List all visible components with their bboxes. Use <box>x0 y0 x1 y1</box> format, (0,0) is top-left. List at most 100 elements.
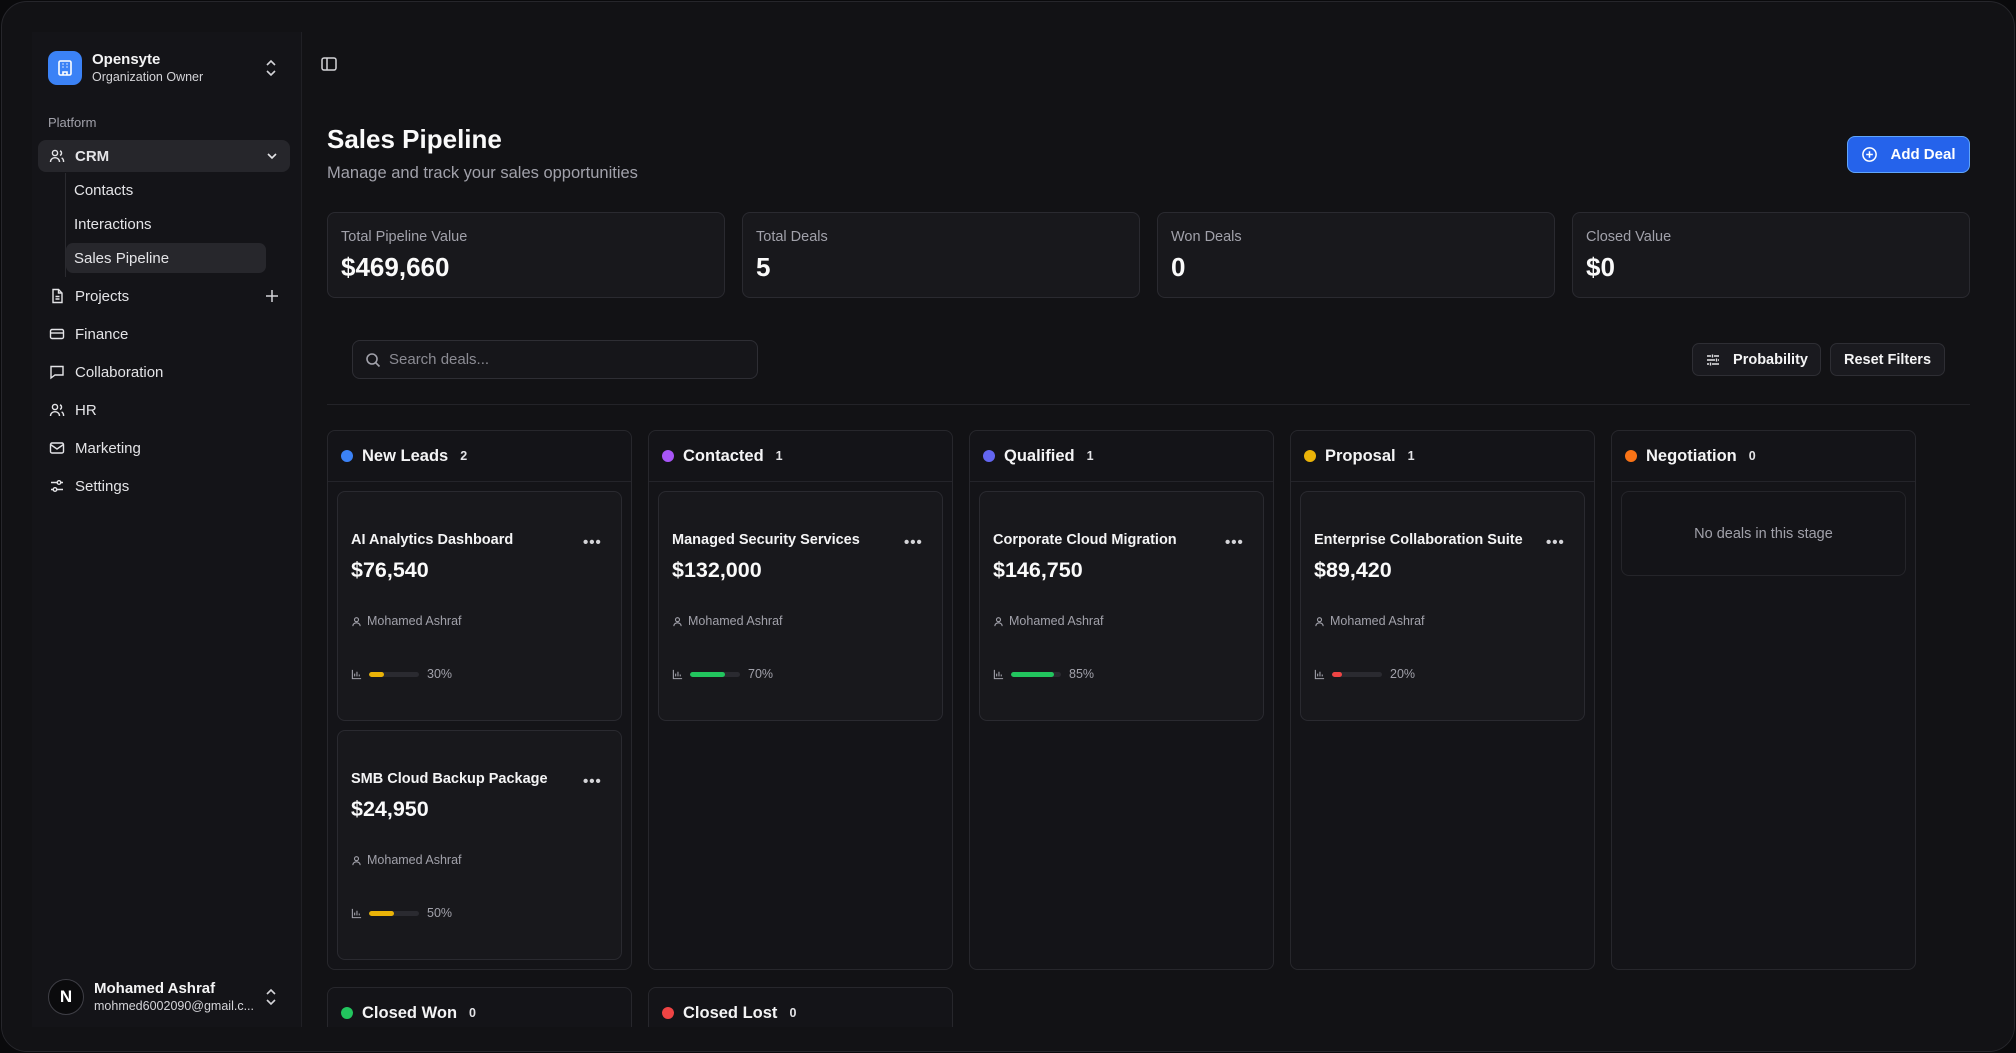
stat-value: 5 <box>756 252 771 282</box>
sidebar-item-crm[interactable]: CRM <box>38 140 290 172</box>
deal-probability: 50% <box>427 906 453 920</box>
deal-probability: 30% <box>427 667 453 681</box>
sidebar-item-finance[interactable]: Finance <box>38 318 290 350</box>
column-count: 1 <box>1407 449 1415 463</box>
deal-owner: Mohamed Ashraf <box>1009 614 1104 628</box>
column-count: 1 <box>775 449 783 463</box>
deal-probability: 70% <box>748 667 774 681</box>
more-icon[interactable]: ••• <box>1225 534 1244 551</box>
empty-state: No deals in this stage <box>1621 491 1906 576</box>
sliders-icon <box>48 477 66 495</box>
probability-filter-button[interactable]: Probability <box>1692 343 1821 376</box>
sidebar-item-settings[interactable]: Settings <box>38 470 290 502</box>
sidebar-item-label: Collaboration <box>75 363 164 381</box>
user-icon <box>352 616 361 626</box>
deal-card[interactable]: Managed Security Services $132,000 ••• M… <box>658 491 943 721</box>
deal-title: Managed Security Services <box>672 532 860 548</box>
chevron-down-icon <box>267 153 277 160</box>
column-title: Qualified <box>1004 446 1075 465</box>
user-icon <box>1315 616 1324 626</box>
reset-filters-button[interactable]: Reset Filters <box>1830 343 1945 376</box>
stat-label: Closed Value <box>1586 229 1672 245</box>
deal-owner: Mohamed Ashraf <box>367 614 462 628</box>
user-email: mohmed6002090@gmail.c... <box>94 998 254 1013</box>
deal-amount: $24,950 <box>351 797 429 821</box>
column-title: Proposal <box>1325 446 1396 465</box>
deal-probability: 20% <box>1390 667 1416 681</box>
users-icon <box>48 401 66 419</box>
page-subtitle: Manage and track your sales opportunitie… <box>327 164 638 182</box>
deal-amount: $146,750 <box>993 558 1083 582</box>
chevrons-up-down-icon <box>266 59 276 77</box>
mail-icon <box>48 439 66 457</box>
status-dot <box>341 1007 353 1019</box>
sidebar-item-label: Settings <box>75 477 130 495</box>
deal-owner: Mohamed Ashraf <box>367 853 462 867</box>
status-dot <box>983 450 995 462</box>
more-icon[interactable]: ••• <box>583 534 602 551</box>
column-title: New Leads <box>362 446 449 465</box>
add-deal-button[interactable]: Add Deal <box>1847 136 1970 173</box>
probability-bar-fill <box>369 671 384 677</box>
plus-icon[interactable] <box>264 288 280 304</box>
sidebar-toggle-icon[interactable] <box>320 55 338 73</box>
stat-card-total-pipeline-value: Total Pipeline Value $469,660 <box>327 212 725 298</box>
sidebar: Opensyte Organization Owner Platform CRM… <box>32 32 302 1027</box>
user-name: Mohamed Ashraf <box>94 979 216 997</box>
deal-card[interactable]: Corporate Cloud Migration $146,750 ••• M… <box>979 491 1264 721</box>
sidebar-subitem-interactions[interactable]: Interactions <box>74 215 152 233</box>
sliders-icon <box>1707 354 1720 365</box>
deal-card[interactable]: Enterprise Collaboration Suite $89,420 •… <box>1300 491 1585 721</box>
sidebar-item-hr[interactable]: HR <box>38 394 290 426</box>
file-icon <box>48 287 66 305</box>
stat-value: 0 <box>1171 252 1186 282</box>
sidebar-subitem-sales-pipeline[interactable]: Sales Pipeline <box>66 243 266 273</box>
org-switcher[interactable]: Opensyte Organization Owner <box>48 44 288 92</box>
search-input[interactable] <box>389 351 749 368</box>
search-box <box>352 340 758 379</box>
sidebar-item-label: HR <box>75 401 97 419</box>
user-menu[interactable]: N Mohamed Ashraf mohmed6002090@gmail.c..… <box>48 975 288 1019</box>
deal-title: AI Analytics Dashboard <box>351 532 514 548</box>
stat-value: $0 <box>1586 252 1615 282</box>
divider <box>327 404 1970 405</box>
sidebar-item-projects[interactable]: Projects <box>38 280 290 312</box>
sidebar-subitem-contacts[interactable]: Contacts <box>74 181 134 199</box>
probability-bar <box>369 671 419 677</box>
probability-bar <box>1332 671 1382 677</box>
deal-amount: $132,000 <box>672 558 762 582</box>
probability-bar-fill <box>369 910 394 916</box>
deal-title: Enterprise Collaboration Suite <box>1314 532 1523 548</box>
submenu-line <box>65 173 66 277</box>
stat-value: $469,660 <box>341 252 450 282</box>
user-icon <box>673 616 682 626</box>
more-icon[interactable]: ••• <box>1546 534 1565 551</box>
bar-chart-icon <box>351 669 362 679</box>
deal-title: Corporate Cloud Migration <box>993 532 1177 548</box>
org-name: Opensyte <box>92 50 161 68</box>
card-icon <box>48 325 66 343</box>
column-count: 2 <box>460 449 468 463</box>
sidebar-item-marketing[interactable]: Marketing <box>38 432 290 464</box>
sidebar-item-collaboration[interactable]: Collaboration <box>38 356 290 388</box>
column-count: 0 <box>789 1006 797 1020</box>
more-icon[interactable]: ••• <box>583 773 602 790</box>
sidebar-item-label: Marketing <box>75 439 141 457</box>
deal-card[interactable]: AI Analytics Dashboard $76,540 ••• Moham… <box>337 491 622 721</box>
stat-label: Total Pipeline Value <box>341 229 468 245</box>
add-deal-label: Add Deal <box>1890 146 1956 163</box>
sidebar-item-label: Projects <box>75 287 130 305</box>
section-label: Platform <box>48 115 97 130</box>
column-count: 0 <box>1748 449 1756 463</box>
column-title: Negotiation <box>1646 446 1737 465</box>
column-title: Closed Won <box>362 1003 458 1022</box>
bar-chart-icon <box>672 669 683 679</box>
plus-circle-icon <box>1862 147 1878 162</box>
bar-chart-icon <box>993 669 1004 679</box>
more-icon[interactable]: ••• <box>904 534 923 551</box>
chevrons-up-down-icon <box>266 988 276 1006</box>
deal-card[interactable]: SMB Cloud Backup Package $24,950 ••• Moh… <box>337 730 622 960</box>
column-title: Closed Lost <box>683 1003 778 1022</box>
building-icon <box>48 51 82 85</box>
